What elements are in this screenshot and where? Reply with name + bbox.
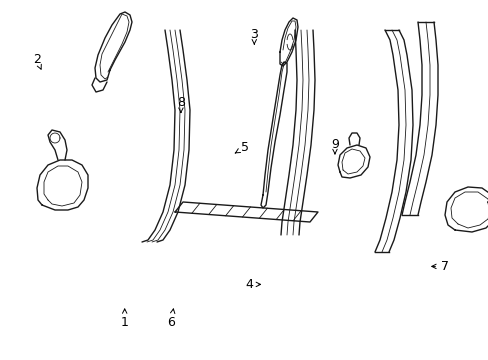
Text: 2: 2 xyxy=(33,53,41,69)
Text: 9: 9 xyxy=(330,138,338,154)
Text: 8: 8 xyxy=(177,96,184,112)
Text: 3: 3 xyxy=(250,28,258,44)
Text: 5: 5 xyxy=(235,141,248,154)
Text: 4: 4 xyxy=(245,278,260,291)
Text: 1: 1 xyxy=(121,309,128,329)
Text: 6: 6 xyxy=(167,309,175,329)
Text: 7: 7 xyxy=(431,260,448,273)
